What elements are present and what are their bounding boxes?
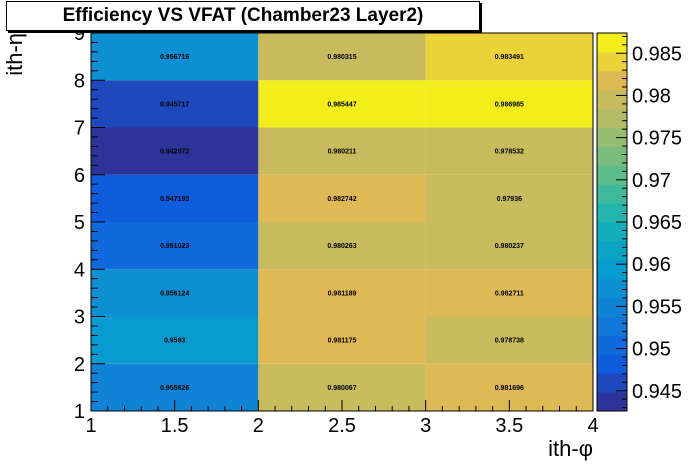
heatmap-cell [425, 174, 593, 222]
colorbar-band [597, 335, 627, 355]
cell-value-label: 0.956716 [160, 54, 189, 61]
colorbar-band [597, 127, 627, 147]
colorbar-tick-label: 0.985 [632, 43, 682, 65]
heatmap-cell [258, 222, 426, 270]
colorbar-tick-label: 0.98 [632, 85, 671, 107]
heatmap-cell [425, 33, 593, 81]
cell-value-label: 0.955626 [160, 385, 189, 392]
heatmap-cell [425, 127, 593, 175]
y-tick-label: 9 [74, 23, 85, 45]
colorbar-tick-label: 0.96 [632, 254, 671, 276]
colorbar-band [597, 165, 627, 185]
cell-value-label: 0.947193 [160, 196, 189, 203]
heatmap-cell [258, 316, 426, 364]
heatmap-cell [258, 269, 426, 317]
heatmap-cell [258, 127, 426, 175]
colorbar-band [597, 316, 627, 336]
heatmap-cell [258, 80, 426, 128]
x-tick-label: 3.5 [495, 415, 523, 437]
heatmap-cell [425, 316, 593, 364]
cell-value-label: 0.956124 [160, 290, 189, 297]
x-tick-label: 2 [253, 415, 264, 437]
y-tick-label: 3 [74, 307, 85, 329]
cell-value-label: 0.9593 [164, 338, 186, 345]
chart-title: Efficiency VS VFAT (Chamber23 Layer2) [6, 1, 480, 31]
cell-value-label: 0.980237 [495, 243, 524, 250]
heatmap-cell [425, 269, 593, 317]
cell-value-label: 0.980315 [327, 54, 356, 61]
cell-value-label: 0.982742 [327, 196, 356, 203]
heatmap-cell [91, 127, 259, 175]
y-tick-label: 1 [74, 401, 85, 423]
colorbar-band [597, 392, 627, 412]
cell-value-label: 0.980211 [328, 149, 357, 156]
cell-value-label: 0.981696 [495, 385, 524, 392]
heatmap-cell [258, 33, 426, 81]
colorbar-band [597, 89, 627, 110]
cell-value-label: 0.97936 [497, 196, 522, 203]
cell-value-label: 0.942672 [160, 149, 189, 156]
heatmap-cell [425, 222, 593, 270]
colorbar-band [597, 146, 627, 166]
heatmap-cell [425, 80, 593, 128]
colorbar-band [597, 259, 627, 280]
colorbar-band [597, 33, 627, 53]
cell-value-label: 0.982711 [495, 290, 524, 297]
colorbar-band [597, 278, 627, 299]
colorbar-band [597, 222, 627, 242]
cell-value-label: 0.981189 [328, 290, 357, 297]
colorbar-band [597, 240, 627, 261]
colorbar-band [597, 354, 627, 374]
cell-value-label: 0.951023 [160, 243, 189, 250]
y-axis-title: ith-η [2, 33, 27, 76]
colorbar-band [597, 297, 627, 317]
heatmap-cell [91, 33, 259, 81]
y-tick-label: 6 [74, 165, 85, 187]
cell-value-label: 0.978532 [495, 149, 524, 156]
colorbar-band [597, 203, 627, 223]
y-tick-label: 8 [74, 70, 85, 92]
colorbar-tick-label: 0.955 [632, 296, 682, 318]
colorbar-tick-label: 0.965 [632, 212, 682, 234]
colorbar-band [597, 108, 627, 128]
colorbar-tick-label: 0.975 [632, 128, 682, 150]
y-tick-label: 5 [74, 212, 85, 234]
y-tick-label: 2 [74, 354, 85, 376]
colorbar-band [597, 184, 627, 204]
cell-value-label: 0.978738 [495, 338, 524, 345]
heatmap-cell [91, 174, 259, 222]
colorbar-band [597, 70, 627, 91]
cell-value-label: 0.985447 [327, 101, 356, 108]
colorbar-band [597, 51, 627, 72]
x-tick-label: 1 [85, 415, 96, 437]
colorbar-tick-label: 0.97 [632, 170, 671, 192]
cell-value-label: 0.980263 [327, 243, 356, 250]
cell-value-label: 0.980067 [327, 385, 356, 392]
cell-value-label: 0.981175 [328, 338, 357, 345]
x-tick-label: 3 [420, 415, 431, 437]
x-tick-label: 1.5 [161, 415, 189, 437]
colorbar-band [597, 373, 627, 393]
y-tick-label: 4 [74, 259, 85, 281]
heatmap-cell [258, 174, 426, 222]
heatmap-cell [91, 269, 259, 317]
heatmap-cell [91, 316, 259, 364]
x-axis-title: ith-φ [548, 436, 593, 461]
colorbar-tick-label: 0.95 [632, 339, 671, 361]
cell-value-label: 0.986985 [495, 101, 524, 108]
cell-value-label: 0.983491 [495, 54, 524, 61]
colorbar-tick-label: 0.945 [632, 381, 682, 403]
y-tick-label: 7 [74, 118, 85, 140]
x-tick-label: 2.5 [328, 415, 356, 437]
heatmap-cell [91, 80, 259, 128]
cell-value-label: 0.945717 [160, 101, 189, 108]
heatmap-cell [91, 222, 259, 270]
x-tick-label: 4 [587, 415, 598, 437]
